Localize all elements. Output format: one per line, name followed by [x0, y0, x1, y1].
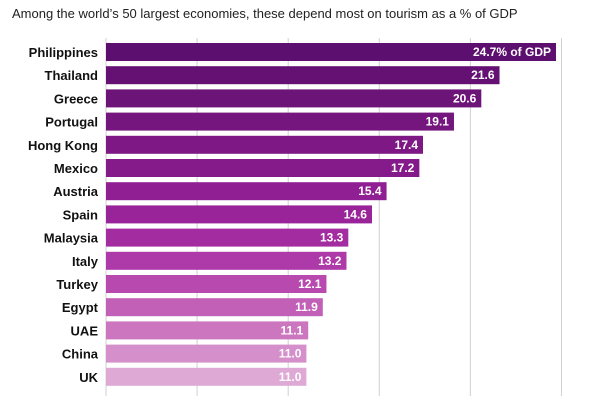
category-label: Mexico: [54, 161, 98, 176]
bar-italy: [106, 251, 347, 270]
bar-uk: [106, 367, 307, 386]
bar-greece: [106, 89, 482, 108]
bar-spain: [106, 205, 372, 224]
bar-austria: [106, 182, 387, 201]
value-label: 11.1: [281, 323, 304, 337]
bar-china: [106, 344, 307, 363]
bar-turkey: [106, 275, 327, 293]
category-label: China: [62, 347, 99, 362]
bar-mexico: [106, 159, 420, 177]
category-label: Thailand: [45, 68, 99, 83]
category-label: Portugal: [45, 115, 98, 130]
value-label: 13.2: [318, 254, 342, 268]
value-label: 19.1: [426, 115, 450, 129]
category-label: Malaysia: [44, 231, 99, 246]
category-label: Turkey: [56, 277, 98, 292]
value-label: 20.6: [453, 91, 477, 105]
value-label: 24.7% of GDP: [473, 45, 551, 59]
value-label: 15.4: [358, 184, 382, 198]
category-label: Philippines: [29, 45, 98, 60]
category-label: Italy: [72, 254, 99, 269]
value-label: 21.6: [471, 68, 495, 82]
value-label: 17.4: [395, 138, 419, 152]
bar-philippines: [106, 43, 556, 61]
category-labels: Philippines Thailand Greece Portugal Hong Ko…: [28, 45, 99, 385]
bar-malaysia: [106, 228, 349, 247]
value-label: 11.9: [295, 300, 318, 314]
bar-egypt: [106, 298, 323, 317]
category-label: Greece: [54, 91, 98, 106]
value-label: 17.2: [391, 161, 415, 175]
category-label: Egypt: [62, 300, 99, 315]
bar-uae: [106, 321, 309, 340]
value-label: 11.0: [279, 370, 302, 384]
chart-title: Among the world’s 50 largest economies, …: [12, 6, 518, 21]
value-label: 13.3: [320, 231, 344, 245]
category-label: Spain: [63, 207, 98, 222]
value-label: 14.6: [344, 207, 368, 221]
bar-thailand: [106, 66, 500, 85]
bar-hong-kong: [106, 135, 424, 154]
category-label: UAE: [71, 323, 99, 338]
value-label: 11.0: [279, 347, 302, 361]
bars: 24.7% of GDP 21.6 20.619.1 17.4 17.2 15.4 14.6…: [106, 43, 556, 386]
value-label: 12.1: [298, 277, 322, 291]
category-label: Austria: [53, 184, 99, 199]
category-label: Hong Kong: [28, 138, 98, 153]
category-label: UK: [79, 370, 98, 385]
bar-portugal: [106, 112, 454, 131]
